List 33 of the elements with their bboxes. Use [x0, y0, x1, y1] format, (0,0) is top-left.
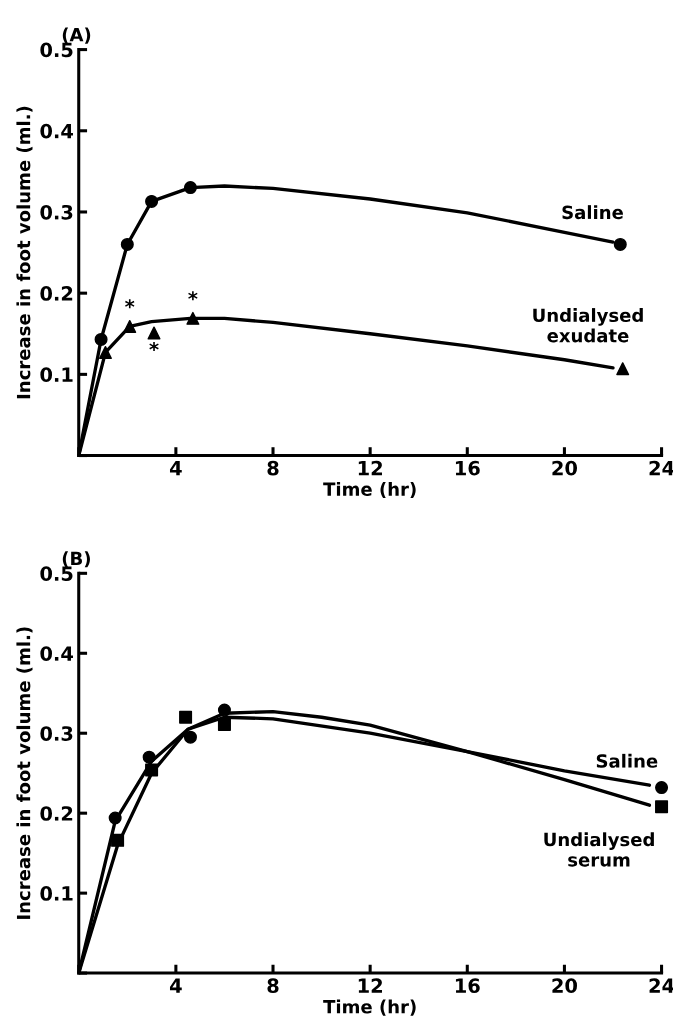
series-label: Undialysed serum — [544, 832, 654, 867]
x-tick-label: 20 — [552, 978, 578, 993]
x-tick-label: 8 — [267, 460, 279, 476]
x-axis-title: Time (hr) — [323, 482, 416, 499]
series-label: Undialysed exudate — [533, 308, 643, 343]
x-tick-label: 12 — [358, 978, 382, 993]
x-tick-label: 16 — [455, 460, 480, 476]
chart-title: (A) — [62, 27, 91, 44]
series-label: Saline — [562, 205, 623, 220]
x-tick-label: 16 — [455, 978, 480, 993]
x-tick-label: 12 — [358, 460, 382, 476]
annotation: * — [188, 291, 198, 301]
y-tick-label: 0.5 — [40, 566, 73, 581]
y-tick-label: 0.4 — [40, 123, 73, 139]
y-tick-label: 0.2 — [40, 286, 73, 301]
y-tick-label: 0.3 — [40, 204, 73, 220]
x-tick-label: 4 — [169, 461, 182, 476]
x-tick-label: 8 — [267, 978, 279, 993]
y-tick-label: 0.1 — [40, 367, 73, 383]
y-tick-label: 0.1 — [40, 886, 73, 901]
annotation: * — [149, 341, 159, 351]
y-axis-title: Increase in foot volume (ml.) — [16, 627, 33, 919]
annotation: * — [125, 299, 135, 309]
chart-title: (B) — [62, 551, 90, 568]
x-axis-title: Time (hr) — [323, 999, 416, 1016]
series-label: Saline — [596, 753, 658, 768]
y-tick-label: 0.3 — [40, 726, 73, 741]
y-tick-label: 0.2 — [40, 806, 73, 821]
y-tick-label: 0.4 — [40, 646, 73, 661]
x-tick-label: 20 — [552, 460, 578, 476]
y-tick-label: 0.5 — [40, 42, 73, 58]
x-tick-label: 4 — [169, 978, 182, 993]
y-axis-title: Increase in foot volume (ml.) — [16, 106, 33, 399]
